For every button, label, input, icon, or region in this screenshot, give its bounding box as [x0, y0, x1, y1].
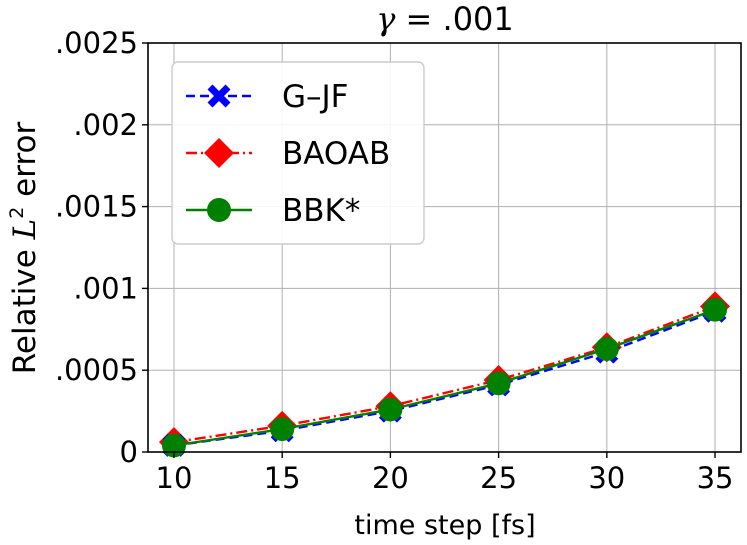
legend: G–JF BAOAB BBK* — [171, 61, 425, 245]
legend-box — [171, 61, 425, 245]
series-lines — [158, 291, 731, 458]
legend-label: G–JF — [282, 79, 349, 115]
y-tick-label: 0 — [120, 435, 138, 469]
y-tick-label: .001 — [73, 271, 138, 305]
legend-entries: G–JF BAOAB BBK* — [186, 79, 390, 229]
chart-title: γ = .001 — [376, 0, 514, 38]
legend-marker — [207, 198, 231, 222]
legend-marker — [207, 84, 231, 108]
data-point-2 — [270, 417, 295, 442]
legend-marker — [204, 138, 234, 168]
y-tick-label: .0025 — [55, 26, 138, 60]
data-point-2 — [594, 336, 619, 361]
y-tick-label: .002 — [73, 108, 138, 142]
data-point-2 — [703, 297, 728, 322]
y-axis-label-pre: Relative — [7, 239, 43, 374]
data-point-2 — [486, 371, 511, 396]
y-axis-label-math: L — [7, 219, 43, 241]
series-line-1 — [173, 305, 716, 444]
axis-ticks: 10 15 20 25 30 35 0 .0005 .001 .0015 .002 .0025 — [55, 26, 734, 495]
legend-label: BAOAB — [282, 136, 390, 172]
y-axis-label: Relative L2 error — [6, 122, 43, 375]
x-tick-label: 15 — [264, 461, 301, 495]
y-tick-label: .0015 — [55, 190, 138, 224]
y-tick-label: .0005 — [55, 353, 138, 387]
y-axis-label-sup: 2 — [6, 207, 28, 219]
x-axis-label: time step [fs] — [354, 510, 535, 541]
plot-area-frame — [147, 42, 742, 453]
chart-title-rest: = .001 — [395, 0, 513, 38]
x-tick-label: 20 — [372, 461, 409, 495]
y-axis-label-post: error — [7, 122, 43, 207]
series-line-2 — [173, 308, 716, 447]
x-tick-label: 35 — [697, 461, 734, 495]
legend-label: BBK* — [282, 193, 360, 229]
chart-title-symbol: γ — [376, 0, 396, 38]
series-line-0 — [173, 310, 716, 447]
data-point-2 — [378, 397, 403, 422]
x-tick-label: 30 — [588, 461, 625, 495]
x-tick-label: 10 — [156, 461, 193, 495]
x-tick-label: 25 — [480, 461, 517, 495]
